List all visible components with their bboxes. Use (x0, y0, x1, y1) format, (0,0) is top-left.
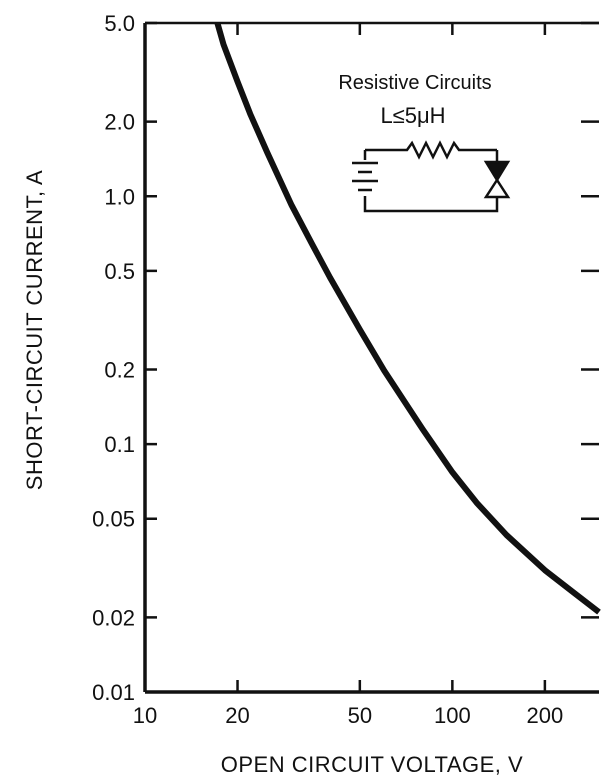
y-axis-ticks: 0.01 0.02 0.05 0.1 0.2 0.5 1.0 2.0 5.0 (92, 11, 599, 705)
x-axis-title: OPEN CIRCUIT VOLTAGE, V (221, 752, 523, 777)
y-tick-label: 0.05 (92, 507, 135, 532)
y-tick-label: 0.5 (104, 259, 135, 284)
y-tick-label: 2.0 (104, 110, 135, 135)
y-tick-label: 0.01 (92, 680, 135, 705)
x-tick-label: 200 (527, 703, 564, 728)
annotation-inductance: L≤5μH (380, 103, 445, 128)
x-tick-label: 10 (133, 703, 157, 728)
circuit-schematic-icon (352, 140, 511, 213)
y-tick-label: 0.2 (104, 358, 135, 383)
y-tick-label: 5.0 (104, 11, 135, 36)
series-line (214, 22, 601, 615)
x-tick-label: 100 (434, 703, 471, 728)
x-tick-label: 50 (348, 703, 372, 728)
y-tick-label: 0.02 (92, 605, 135, 630)
annotation-title: Resistive Circuits (338, 72, 491, 94)
y-tick-label: 0.1 (104, 432, 135, 457)
x-tick-label: 20 (225, 703, 249, 728)
series-group (214, 22, 601, 615)
y-tick-label: 1.0 (104, 184, 135, 209)
x-axis-ticks: 10 20 50 100 200 (133, 23, 563, 728)
plot-frame (143, 21, 599, 694)
y-axis-title: SHORT-CIRCUIT CURRENT, A (22, 170, 47, 490)
circuit-annotation: Resistive Circuits L≤5μH (338, 72, 511, 213)
